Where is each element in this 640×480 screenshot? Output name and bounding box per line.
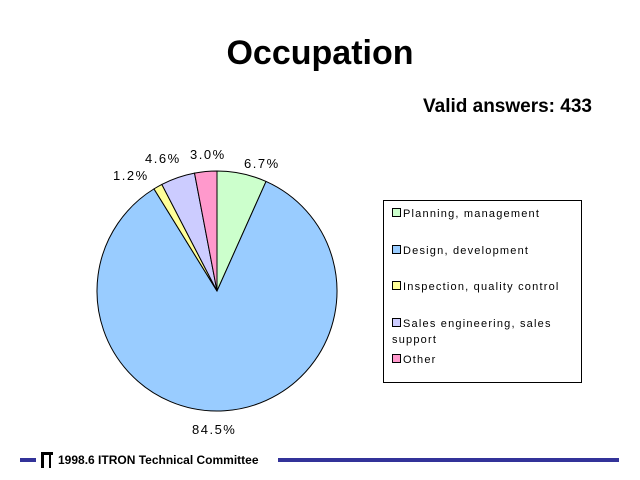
legend-swatch xyxy=(392,245,401,254)
legend-item-planning: Planning, management xyxy=(392,206,578,222)
pie-labels: 6.7% 84.5% 1.2% 4.6% 3.0% xyxy=(113,147,280,437)
legend-swatch xyxy=(392,208,401,217)
legend-item-design: Design, development xyxy=(392,243,578,259)
footer: 1998.6 ITRON Technical Committee xyxy=(0,451,640,471)
legend-swatch xyxy=(392,281,401,290)
valid-answers-label: Valid answers: 433 xyxy=(423,96,592,117)
itron-logo-icon xyxy=(41,452,53,468)
legend-item-inspection: Inspection, quality control xyxy=(392,279,578,295)
slice-label: 1.2% xyxy=(113,168,149,183)
footer-accent-bar xyxy=(20,458,36,462)
legend-label: Inspection, quality control xyxy=(403,281,560,293)
slice-design xyxy=(96,180,338,412)
slice-other xyxy=(193,170,218,292)
slice-label: 3.0% xyxy=(190,147,226,162)
slice-label: 84.5% xyxy=(192,422,236,437)
chart-title: Occupation xyxy=(226,34,414,72)
legend-label: Planning, management xyxy=(403,208,541,220)
legend-item-sales: Sales engineering, sales support xyxy=(392,316,578,348)
slice-label: 6.7% xyxy=(244,156,280,171)
legend-label: Other xyxy=(403,354,437,366)
legend-item-other: Other xyxy=(392,352,578,368)
legend-label: Sales engineering, sales support xyxy=(392,318,552,346)
footer-text: 1998.6 ITRON Technical Committee xyxy=(58,453,259,467)
legend: Planning, management Design, development… xyxy=(383,200,582,383)
pie-slices xyxy=(96,170,338,412)
legend-swatch xyxy=(392,318,401,327)
legend-label: Design, development xyxy=(403,245,530,257)
footer-accent-bar xyxy=(278,458,619,462)
slice-label: 4.6% xyxy=(145,151,181,166)
legend-swatch xyxy=(392,354,401,363)
